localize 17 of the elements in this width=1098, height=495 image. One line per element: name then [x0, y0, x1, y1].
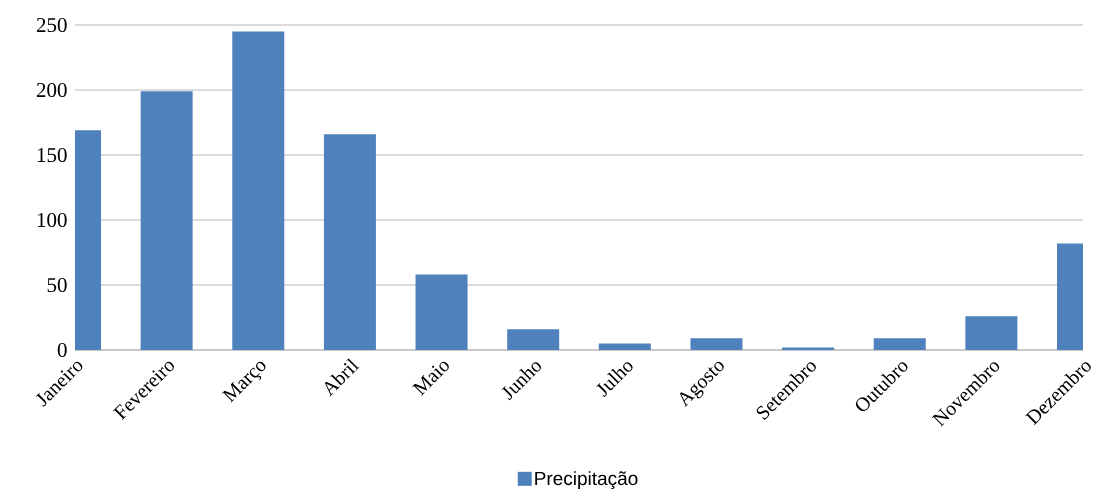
bar [690, 338, 743, 350]
y-tick-label: 250 [36, 17, 67, 33]
y-tick-label: 50 [47, 277, 67, 293]
bar [782, 347, 835, 350]
legend-label: Precipitação [535, 471, 638, 489]
bar [140, 91, 193, 350]
y-tick-label: 200 [36, 82, 67, 98]
bar [507, 329, 560, 350]
bar [232, 31, 285, 350]
y-tick-label: 100 [37, 212, 67, 228]
bar [415, 274, 468, 350]
y-tick-label: 0 [57, 342, 67, 358]
bar [965, 316, 1018, 350]
bar [873, 338, 926, 350]
bar [323, 134, 376, 350]
bar [598, 343, 651, 350]
y-tick-label: 150 [37, 147, 67, 163]
